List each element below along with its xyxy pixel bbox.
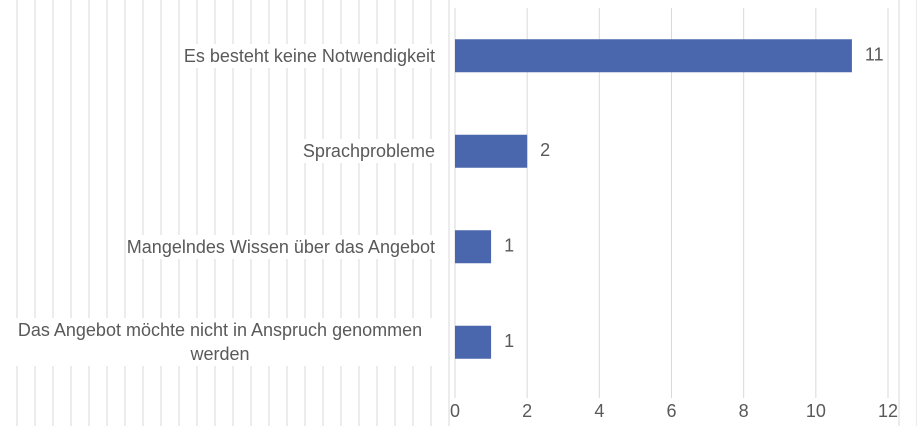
bar bbox=[455, 39, 852, 73]
y-tick-label: Sprachprobleme bbox=[302, 139, 435, 164]
value-label: 11 bbox=[865, 45, 884, 65]
x-tick-label: 12 bbox=[878, 401, 898, 421]
bar bbox=[455, 230, 492, 264]
x-tick-label: 4 bbox=[594, 401, 604, 421]
y-tick-label: Das Angebot möchte nicht in Anspruch gen… bbox=[5, 318, 435, 367]
value-label: 2 bbox=[540, 140, 550, 160]
y-tick-label: Es besteht keine Notwendigkeit bbox=[183, 43, 435, 68]
value-label: 1 bbox=[504, 236, 514, 256]
x-tick-label: 10 bbox=[806, 401, 826, 421]
x-tick-label: 0 bbox=[450, 401, 460, 421]
bar bbox=[455, 134, 528, 168]
y-tick-label: Mangelndes Wissen über das Angebot bbox=[126, 234, 435, 259]
x-tick-label: 8 bbox=[739, 401, 749, 421]
x-tick-label: 6 bbox=[666, 401, 676, 421]
x-tick-label: 2 bbox=[522, 401, 532, 421]
bar bbox=[455, 325, 492, 359]
value-label: 1 bbox=[504, 331, 514, 351]
